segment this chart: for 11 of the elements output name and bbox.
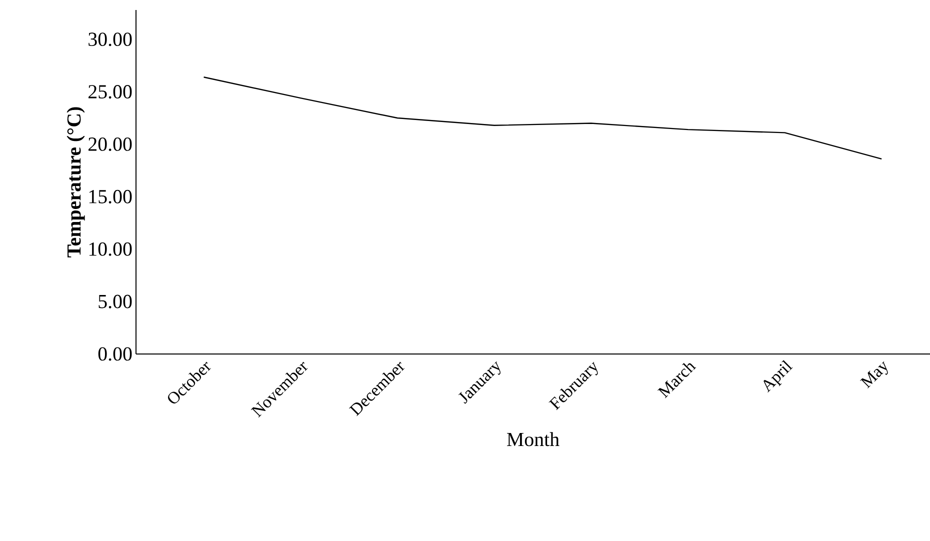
- line-series: [203, 76, 882, 160]
- y-tick-label: 30.00: [88, 32, 132, 46]
- y-tick-label: 25.00: [88, 85, 132, 99]
- y-tick-label: 10.00: [89, 242, 132, 256]
- y-tick-label: 20.00: [88, 137, 132, 152]
- x-tick-label: May: [860, 361, 888, 388]
- y-tick-label: 0.00: [98, 347, 132, 361]
- y-axis-title: Temperature (°C): [66, 107, 85, 258]
- x-axis-title: Month: [507, 432, 560, 446]
- y-tick-label: 15.00: [89, 190, 132, 204]
- y-tick-label: 5.00: [98, 294, 132, 308]
